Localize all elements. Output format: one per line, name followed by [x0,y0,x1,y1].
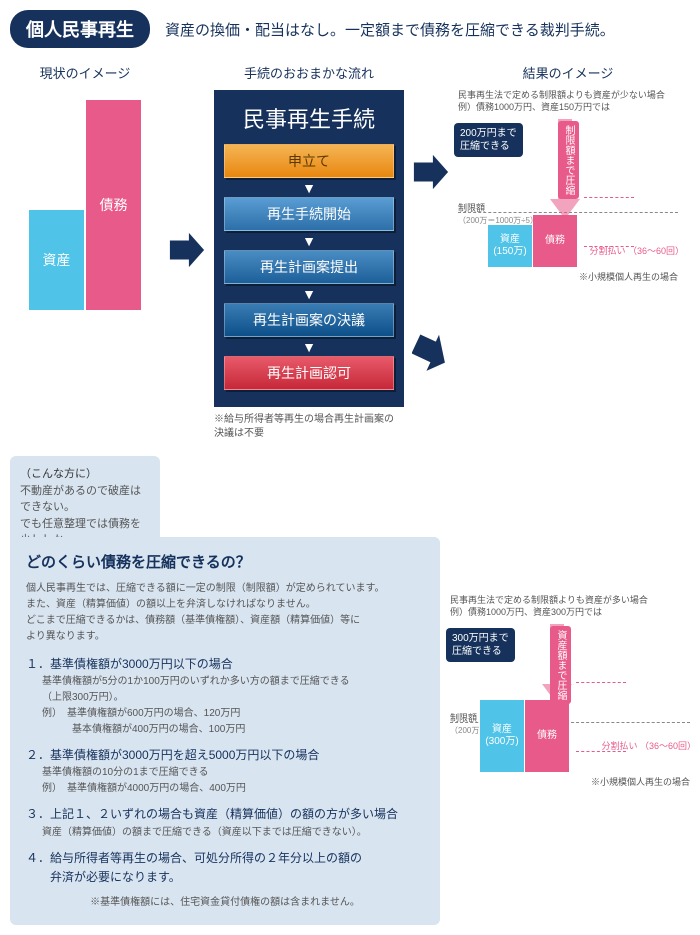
info-item: ２．基準債権額が3000万円を超え5000万円以下の場合基準債権額の10分の1ま… [26,746,424,797]
info-title: どのくらい債務を圧縮できるの？ [26,551,424,575]
note-head: （こんな方に） [20,466,150,483]
info-item-head: １．基準債権額が3000万円以下の場合 [26,655,424,674]
info-item-body: 資産（精算価値）の額まで圧縮できる（資産以下までは圧縮できない）。 [26,825,424,841]
flow-step: 再生計画案の決議 [224,303,394,337]
info-foot: ※基準債権額には、住宅資金貸付債権の額は含まれません。 [26,895,424,911]
flow-step: 再生計画認可 [224,356,394,390]
flow-box: 民事再生手続 申立て ▼ 再生手続開始 ▼ 再生計画案提出 ▼ 再生計画案の決議 ▼ 再生計画認… [214,90,404,407]
case1-debt-bar: 債務 [533,215,577,267]
case2-asset-bar: 資産 (300万) [480,700,524,772]
info-item: ３．上記１、２いずれの場合も資産（精算価値）の額の方が多い場合資産（精算価値）の… [26,805,424,840]
flow-note: ※給与所得者等再生の場合再生計画案の 決議は不要 [214,413,404,441]
flow-title: 民事再生手続 [224,102,394,134]
case1-intro: 民事再生法で定める制限額よりも資産が少ない場合 例）債務1000万円、資産150… [458,90,678,113]
info-intro: 個人民事再生では、圧縮できる額に一定の制限（制限額）が定められています。 また、… [26,581,424,645]
flow-arrow-icon: ▼ [224,181,394,195]
flow-arrow-icon: ▼ [224,234,394,248]
compress-badge: 300万円まで 圧縮できる [446,628,515,662]
asset-bar: 資産 [29,210,84,310]
current-state-chart: 資産 債務 [10,90,160,310]
vert-label: 資産額まで圧縮 [550,626,571,704]
info-item-body: 基準債権額の10分の1まで圧縮できる 例） 基準債権額が4000万円の場合、40… [26,765,424,797]
flow-step: 再生手続開始 [224,197,394,231]
debt-bar: 債務 [86,100,141,310]
info-item: １．基準債権額が3000万円以下の場合基準債権額が5分の1か100万円のいずれか… [26,655,424,738]
info-item: ４．給与所得者等再生の場合、可処分所得の２年分以上の額の 弁済が必要になります。 [26,849,424,887]
col3-title: 結果のイメージ [458,63,678,82]
compress-badge: 200万円まで 圧縮できる [454,123,523,157]
arrow-icon [168,231,206,274]
case1-asset-bar: 資産 (150万) [488,225,532,267]
flow-arrow-icon: ▼ [224,340,394,354]
case2-note: ※小規模個人再生の場合 [450,775,690,788]
case2-intro: 民事再生法で定める制限額よりも資産が多い場合 例）債務1000万円、資産300万… [450,595,690,618]
flow-arrow-icon: ▼ [224,287,394,301]
col1-title: 現状のイメージ [10,63,160,82]
arrow-icon [412,153,450,196]
arrow-icon [412,333,450,376]
flow-step: 申立て [224,144,394,178]
info-item-head: ２．基準債権額が3000万円を超え5000万円以下の場合 [26,746,424,765]
subtitle: 資産の換価・配当はなし。一定額まで債務を圧縮できる裁判手続。 [165,19,615,40]
info-item-body: 基準債権額が5分の1か100万円のいずれか多い方の額まで圧縮できる （上限300… [26,674,424,738]
case2-debt-bar: 債務 [525,700,569,772]
title-badge: 個人民事再生 [10,10,150,48]
payment-text: 分割払い （36～60回） [589,246,684,258]
info-box: どのくらい債務を圧縮できるの？ 個人民事再生では、圧縮できる額に一定の制限（制限… [10,537,440,925]
vert-label: 制限額まで圧縮 [558,121,579,199]
case1-note: ※小規模個人再生の場合 [458,270,678,283]
col2-title: 手続のおおまかな流れ [214,63,404,82]
info-item-head: ３．上記１、２いずれの場合も資産（精算価値）の額の方が多い場合 [26,805,424,824]
result-case2: 民事再生法で定める制限額よりも資産が多い場合 例）債務1000万円、資産300万… [450,595,690,788]
header: 個人民事再生 資産の換価・配当はなし。一定額まで債務を圧縮できる裁判手続。 [10,10,690,48]
flow-step: 再生計画案提出 [224,250,394,284]
result-case1: 民事再生法で定める制限額よりも資産が少ない場合 例）債務1000万円、資産150… [458,90,678,283]
info-item-head: ４．給与所得者等再生の場合、可処分所得の２年分以上の額の 弁済が必要になります。 [26,849,424,887]
